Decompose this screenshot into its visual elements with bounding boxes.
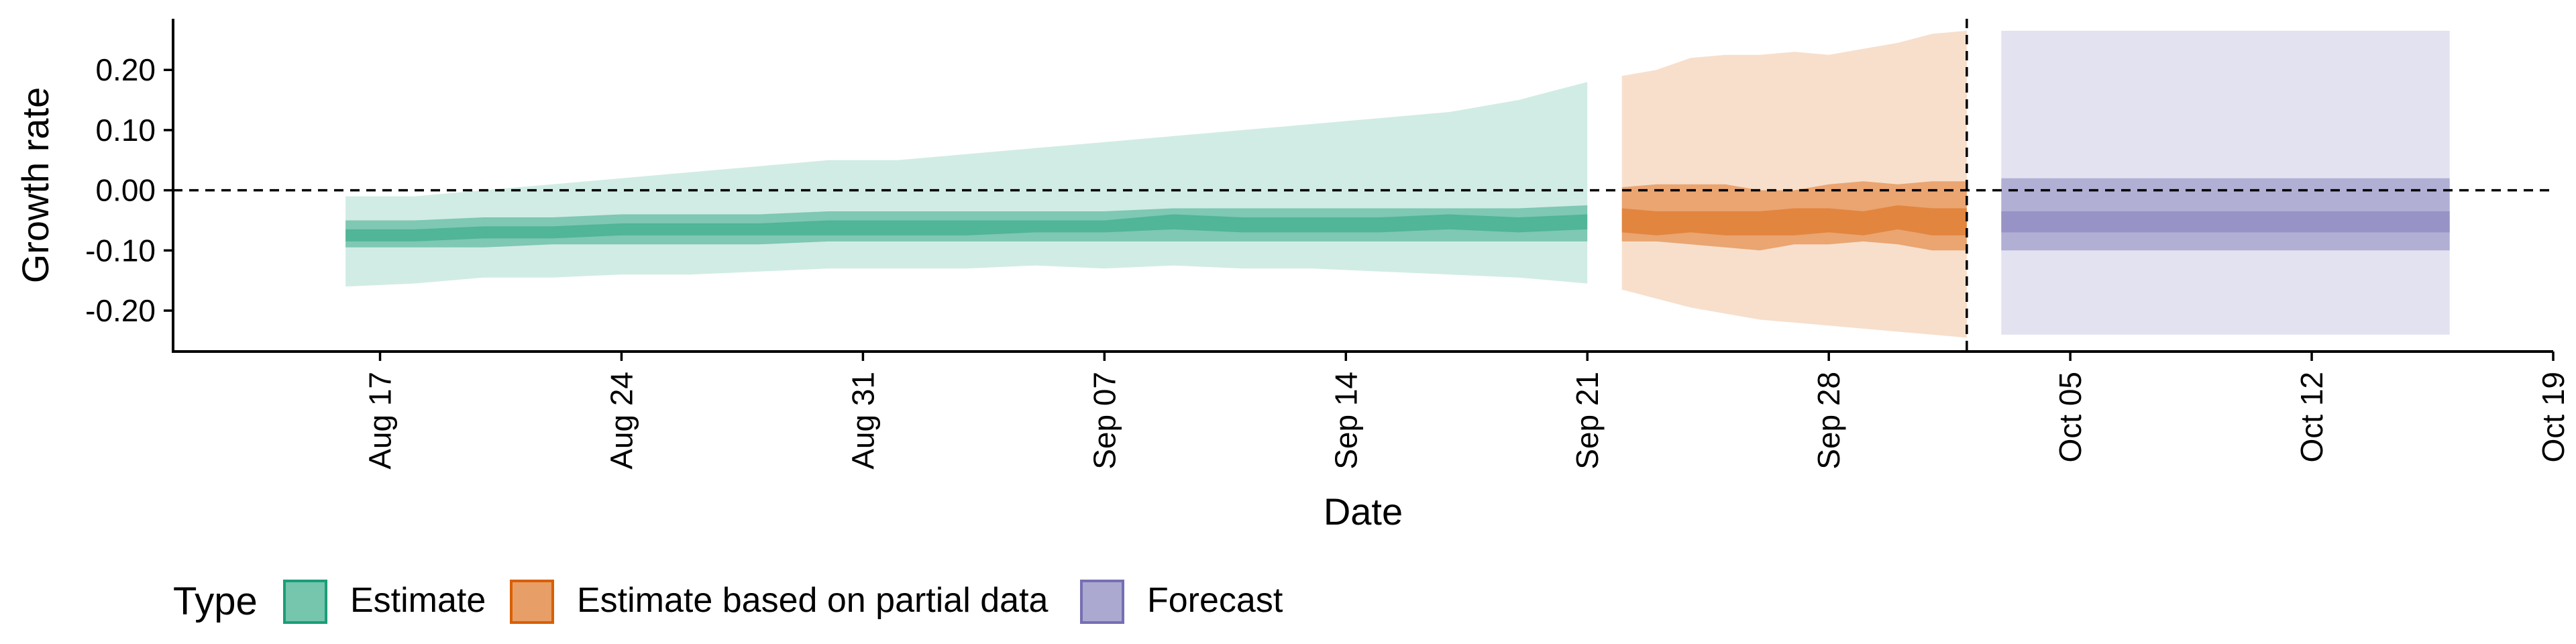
y-tick-label: 0.00 bbox=[95, 173, 156, 208]
ribbon-50 bbox=[1621, 181, 1967, 251]
axes: -0.20 -0.10 0.00 0.10 0.20 Aug 17 Aug 24 Aug 31… bbox=[14, 19, 2571, 533]
ribbon-50 bbox=[345, 205, 1588, 248]
x-tick-label: Sep 07 bbox=[1087, 372, 1122, 470]
ribbon-20 bbox=[345, 214, 1588, 241]
legend-item-estimate: Estimate bbox=[283, 580, 486, 624]
x-axis-title: Date bbox=[1324, 490, 1403, 533]
y-tick-label: -0.20 bbox=[85, 293, 156, 328]
legend-label: Estimate based on partial data bbox=[577, 581, 1049, 620]
x-tick-label: Aug 31 bbox=[845, 372, 880, 470]
legend-item-estimate-based-on-partial-data: Estimate based on partial data bbox=[510, 580, 1049, 624]
x-tick-label: Oct 19 bbox=[2536, 372, 2571, 463]
ribbon-20 bbox=[1621, 205, 1967, 235]
legend-item-forecast: Forecast bbox=[1080, 580, 1283, 624]
x-tick-label: Oct 05 bbox=[2053, 372, 2088, 463]
ribbon-20 bbox=[2001, 211, 2450, 233]
y-axis-title: Growth rate bbox=[14, 87, 56, 284]
y-tick-label: 0.10 bbox=[95, 113, 156, 148]
series-estimate-based-on-partial-data bbox=[1621, 30, 1967, 338]
ribbon-90 bbox=[1621, 30, 1967, 338]
x-tick-label: Oct 12 bbox=[2294, 372, 2329, 463]
series-estimate bbox=[345, 82, 1588, 287]
legend-key bbox=[1080, 580, 1124, 624]
x-tick-label: Sep 21 bbox=[1570, 372, 1605, 470]
x-tick-label: Sep 28 bbox=[1811, 372, 1846, 470]
reference-lines bbox=[173, 19, 2553, 352]
legend-label: Forecast bbox=[1147, 581, 1283, 620]
y-tick-label: 0.20 bbox=[95, 52, 156, 87]
ribbons-layer bbox=[345, 30, 2450, 338]
legend: Type Estimate Estimate based on partial da… bbox=[173, 580, 1283, 624]
legend-title: Type bbox=[173, 580, 258, 623]
ribbon-50 bbox=[2001, 178, 2450, 251]
ribbon-90 bbox=[2001, 30, 2450, 335]
legend-label: Estimate bbox=[350, 581, 486, 620]
ribbon-90 bbox=[345, 82, 1588, 287]
x-tick-label: Sep 14 bbox=[1328, 372, 1363, 470]
legend-key bbox=[283, 580, 327, 624]
x-tick-label: Aug 17 bbox=[363, 372, 398, 470]
y-tick-label: -0.10 bbox=[85, 233, 156, 268]
x-tick-label: Aug 24 bbox=[604, 372, 639, 470]
series-forecast bbox=[2001, 30, 2450, 335]
legend-key bbox=[510, 580, 554, 624]
